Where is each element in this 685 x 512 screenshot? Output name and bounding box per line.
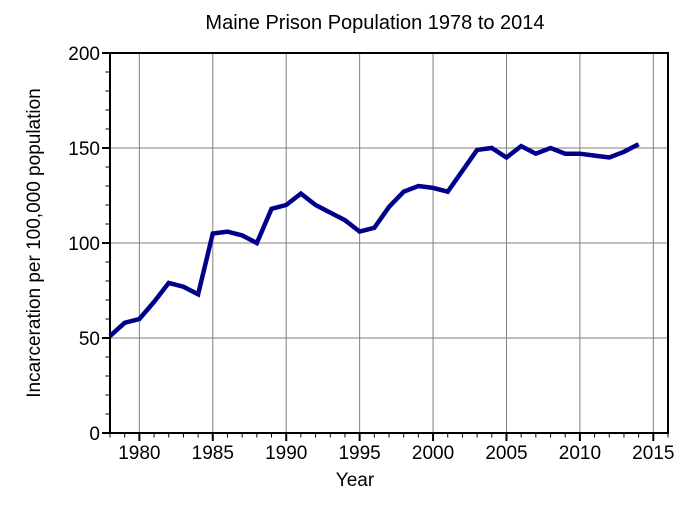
- y-tick-label: 150: [68, 139, 100, 160]
- x-tick-labels: 1980 1985 1990 1995 2000 2005 2010 2015: [118, 443, 674, 464]
- x-tick-label: 2010: [559, 443, 601, 464]
- x-tick-label: 2000: [412, 443, 454, 464]
- gridlines: [110, 53, 668, 433]
- axis-ticks: [102, 52, 669, 441]
- x-tick-label: 1985: [192, 443, 234, 464]
- x-axis-label: Year: [336, 470, 375, 491]
- y-tick-label: 200: [68, 44, 100, 65]
- y-tick-label: 50: [79, 329, 100, 350]
- y-tick-label: 100: [68, 234, 100, 255]
- data-polyline: [108, 142, 640, 338]
- x-tick-label: 2015: [632, 443, 674, 464]
- x-tick-label: 1995: [338, 443, 380, 464]
- x-tick-label: 2005: [485, 443, 527, 464]
- data-series: [108, 142, 640, 338]
- x-tick-label: 1990: [265, 443, 307, 464]
- x-tick-label: 1980: [118, 443, 160, 464]
- y-axis-label: Incarceration per 100,000 population: [24, 88, 45, 398]
- y-tick-label: 0: [89, 424, 100, 445]
- y-tick-labels: 0 50 100 150 200: [68, 44, 100, 445]
- chart-title: Maine Prison Population 1978 to 2014: [205, 12, 544, 34]
